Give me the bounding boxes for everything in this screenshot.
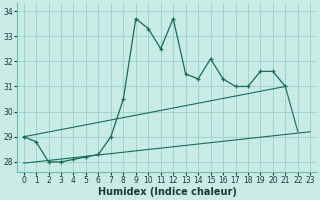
X-axis label: Humidex (Indice chaleur): Humidex (Indice chaleur) <box>98 187 236 197</box>
